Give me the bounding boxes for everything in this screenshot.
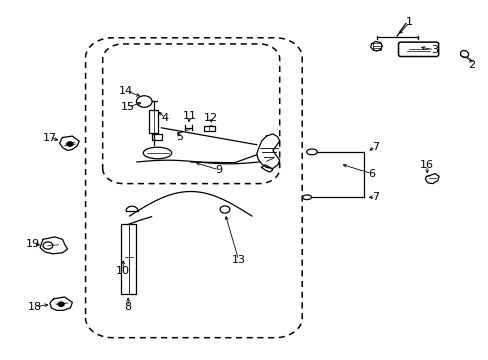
Text: 1: 1 — [406, 17, 412, 27]
Circle shape — [67, 142, 73, 146]
Text: 7: 7 — [371, 192, 378, 202]
Text: 5: 5 — [176, 132, 183, 142]
Bar — [204, 126, 215, 131]
Bar — [149, 110, 158, 133]
Text: 4: 4 — [162, 113, 168, 123]
Text: 10: 10 — [116, 266, 130, 276]
Text: 14: 14 — [119, 86, 133, 96]
Text: 8: 8 — [124, 302, 131, 312]
Bar — [151, 134, 162, 140]
Text: 12: 12 — [204, 113, 218, 123]
Text: 17: 17 — [43, 132, 57, 143]
Text: 2: 2 — [468, 60, 474, 70]
Text: 19: 19 — [26, 239, 40, 249]
Circle shape — [58, 302, 64, 306]
Bar — [372, 43, 381, 50]
Text: 11: 11 — [183, 111, 196, 121]
Text: 18: 18 — [28, 302, 42, 312]
Text: 15: 15 — [121, 102, 135, 112]
Bar — [121, 224, 136, 294]
Text: 13: 13 — [231, 255, 245, 265]
Text: 7: 7 — [371, 142, 378, 152]
Text: 9: 9 — [215, 165, 222, 175]
Text: 3: 3 — [430, 45, 437, 55]
Text: 6: 6 — [367, 168, 374, 179]
Text: 16: 16 — [419, 160, 432, 170]
